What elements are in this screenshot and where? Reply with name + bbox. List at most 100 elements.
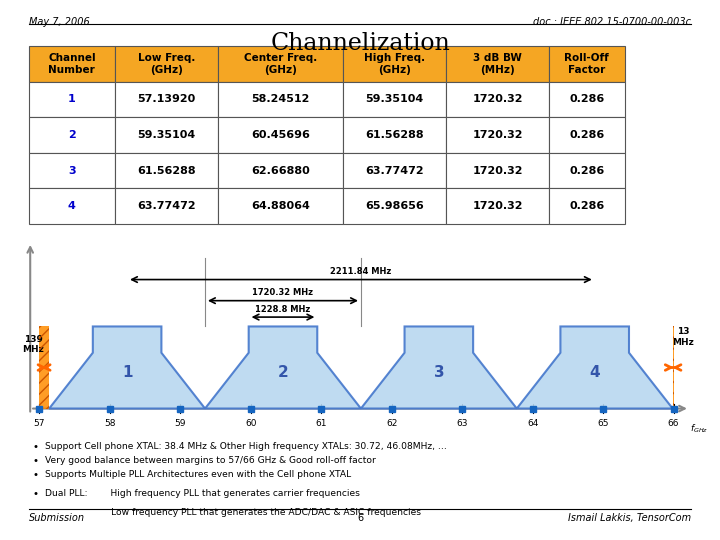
Text: 3: 3	[68, 166, 76, 176]
Text: 3: 3	[433, 365, 444, 380]
Text: Very good balance between margins to 57/66 GHz & Good roll-off factor: Very good balance between margins to 57/…	[45, 456, 377, 465]
Text: May 7, 2006: May 7, 2006	[29, 17, 89, 28]
Polygon shape	[49, 327, 205, 409]
Text: 6: 6	[357, 513, 363, 523]
Bar	[446, 82, 549, 117]
Text: •: •	[32, 442, 38, 452]
Text: 58: 58	[104, 419, 116, 428]
Bar	[343, 46, 446, 82]
Text: 65.98656: 65.98656	[366, 201, 424, 211]
Text: 62: 62	[386, 419, 397, 428]
Bar	[343, 117, 446, 153]
Text: Center Freq.
(GHz): Center Freq. (GHz)	[244, 53, 317, 75]
Text: 66: 66	[668, 419, 680, 428]
Bar	[446, 153, 549, 188]
Text: $f_{GHz}$: $f_{GHz}$	[690, 423, 708, 435]
Text: 61.56288: 61.56288	[137, 166, 196, 176]
Text: •: •	[32, 456, 38, 467]
Text: 61: 61	[315, 419, 327, 428]
Text: 0.286: 0.286	[570, 201, 605, 211]
Text: 63.77472: 63.77472	[137, 201, 196, 211]
Text: 4: 4	[590, 365, 600, 380]
Text: Low frequency PLL that generates the ADC/DAC & ASIC frequencies: Low frequency PLL that generates the ADC…	[45, 508, 421, 517]
Polygon shape	[205, 327, 361, 409]
Bar	[40, 327, 49, 409]
Bar	[549, 188, 625, 224]
Text: 62.66880: 62.66880	[251, 166, 310, 176]
Text: 13
MHz: 13 MHz	[672, 327, 694, 347]
Text: •: •	[32, 470, 38, 481]
Text: 2211.84 MHz: 2211.84 MHz	[330, 267, 392, 276]
Bar	[217, 153, 343, 188]
Bar	[446, 117, 549, 153]
Bar	[29, 82, 115, 117]
Text: 1720.32 MHz: 1720.32 MHz	[253, 288, 313, 297]
Text: 1720.32: 1720.32	[472, 201, 523, 211]
Text: 1: 1	[122, 365, 132, 380]
Bar	[217, 46, 343, 82]
Bar	[29, 153, 115, 188]
Text: Channelization: Channelization	[270, 32, 450, 56]
Bar	[217, 188, 343, 224]
Polygon shape	[361, 327, 517, 409]
Text: 1720.32: 1720.32	[472, 130, 523, 140]
Bar	[40, 327, 49, 409]
Text: 64: 64	[527, 419, 539, 428]
Text: 1720.32: 1720.32	[472, 166, 523, 176]
Bar	[115, 46, 217, 82]
Text: 3 dB BW
(MHz): 3 dB BW (MHz)	[473, 53, 522, 75]
Text: 0.286: 0.286	[570, 166, 605, 176]
Text: 4: 4	[68, 201, 76, 211]
Text: •: •	[32, 489, 38, 500]
Text: 59.35104: 59.35104	[137, 130, 195, 140]
Text: Support Cell phone XTAL: 38.4 MHz & Other High frequency XTALs: 30.72, 46.08MHz,: Support Cell phone XTAL: 38.4 MHz & Othe…	[45, 442, 447, 451]
Text: 57: 57	[34, 419, 45, 428]
Text: 139
MHz: 139 MHz	[22, 335, 44, 354]
Bar	[343, 82, 446, 117]
Bar	[217, 82, 343, 117]
Bar	[343, 188, 446, 224]
Bar	[672, 327, 674, 409]
Text: Channel
Number: Channel Number	[48, 53, 96, 75]
Text: 0.286: 0.286	[570, 130, 605, 140]
Text: 60.45696: 60.45696	[251, 130, 310, 140]
Bar	[115, 117, 217, 153]
Bar	[217, 117, 343, 153]
Text: Ismail Lakkis, TensorCom: Ismail Lakkis, TensorCom	[568, 513, 691, 523]
Bar	[446, 188, 549, 224]
Text: 1720.32: 1720.32	[472, 94, 523, 104]
Text: 65: 65	[598, 419, 609, 428]
Text: High Freq.
(GHz): High Freq. (GHz)	[364, 53, 426, 75]
Text: Supports Multiple PLL Architectures even with the Cell phone XTAL: Supports Multiple PLL Architectures even…	[45, 470, 351, 480]
Bar	[115, 82, 217, 117]
Text: 59.35104: 59.35104	[366, 94, 424, 104]
Text: 0.286: 0.286	[570, 94, 605, 104]
Bar	[549, 46, 625, 82]
Bar	[549, 117, 625, 153]
Text: 1: 1	[68, 94, 76, 104]
Text: 63: 63	[456, 419, 468, 428]
Bar	[115, 153, 217, 188]
Text: Roll-Off
Factor: Roll-Off Factor	[564, 53, 609, 75]
Bar	[549, 82, 625, 117]
Text: 58.24512: 58.24512	[251, 94, 310, 104]
Text: Submission: Submission	[29, 513, 85, 523]
Bar	[549, 153, 625, 188]
Text: 59: 59	[174, 419, 186, 428]
Bar	[29, 46, 115, 82]
Text: Low Freq.
(GHz): Low Freq. (GHz)	[138, 53, 195, 75]
Text: 64.88064: 64.88064	[251, 201, 310, 211]
Text: 61.56288: 61.56288	[366, 130, 424, 140]
Bar	[29, 188, 115, 224]
Bar	[29, 117, 115, 153]
Text: 60: 60	[245, 419, 256, 428]
Text: doc.: IEEE 802.15-0700-00-003c: doc.: IEEE 802.15-0700-00-003c	[534, 17, 691, 28]
Text: Dual PLL:        High frequency PLL that generates carrier frequencies: Dual PLL: High frequency PLL that genera…	[45, 489, 360, 498]
Bar	[672, 327, 674, 409]
Text: 2: 2	[278, 365, 288, 380]
Polygon shape	[517, 327, 672, 409]
Text: 63.77472: 63.77472	[366, 166, 424, 176]
Bar	[343, 153, 446, 188]
Text: 1228.8 MHz: 1228.8 MHz	[256, 305, 310, 314]
Text: 2: 2	[68, 130, 76, 140]
